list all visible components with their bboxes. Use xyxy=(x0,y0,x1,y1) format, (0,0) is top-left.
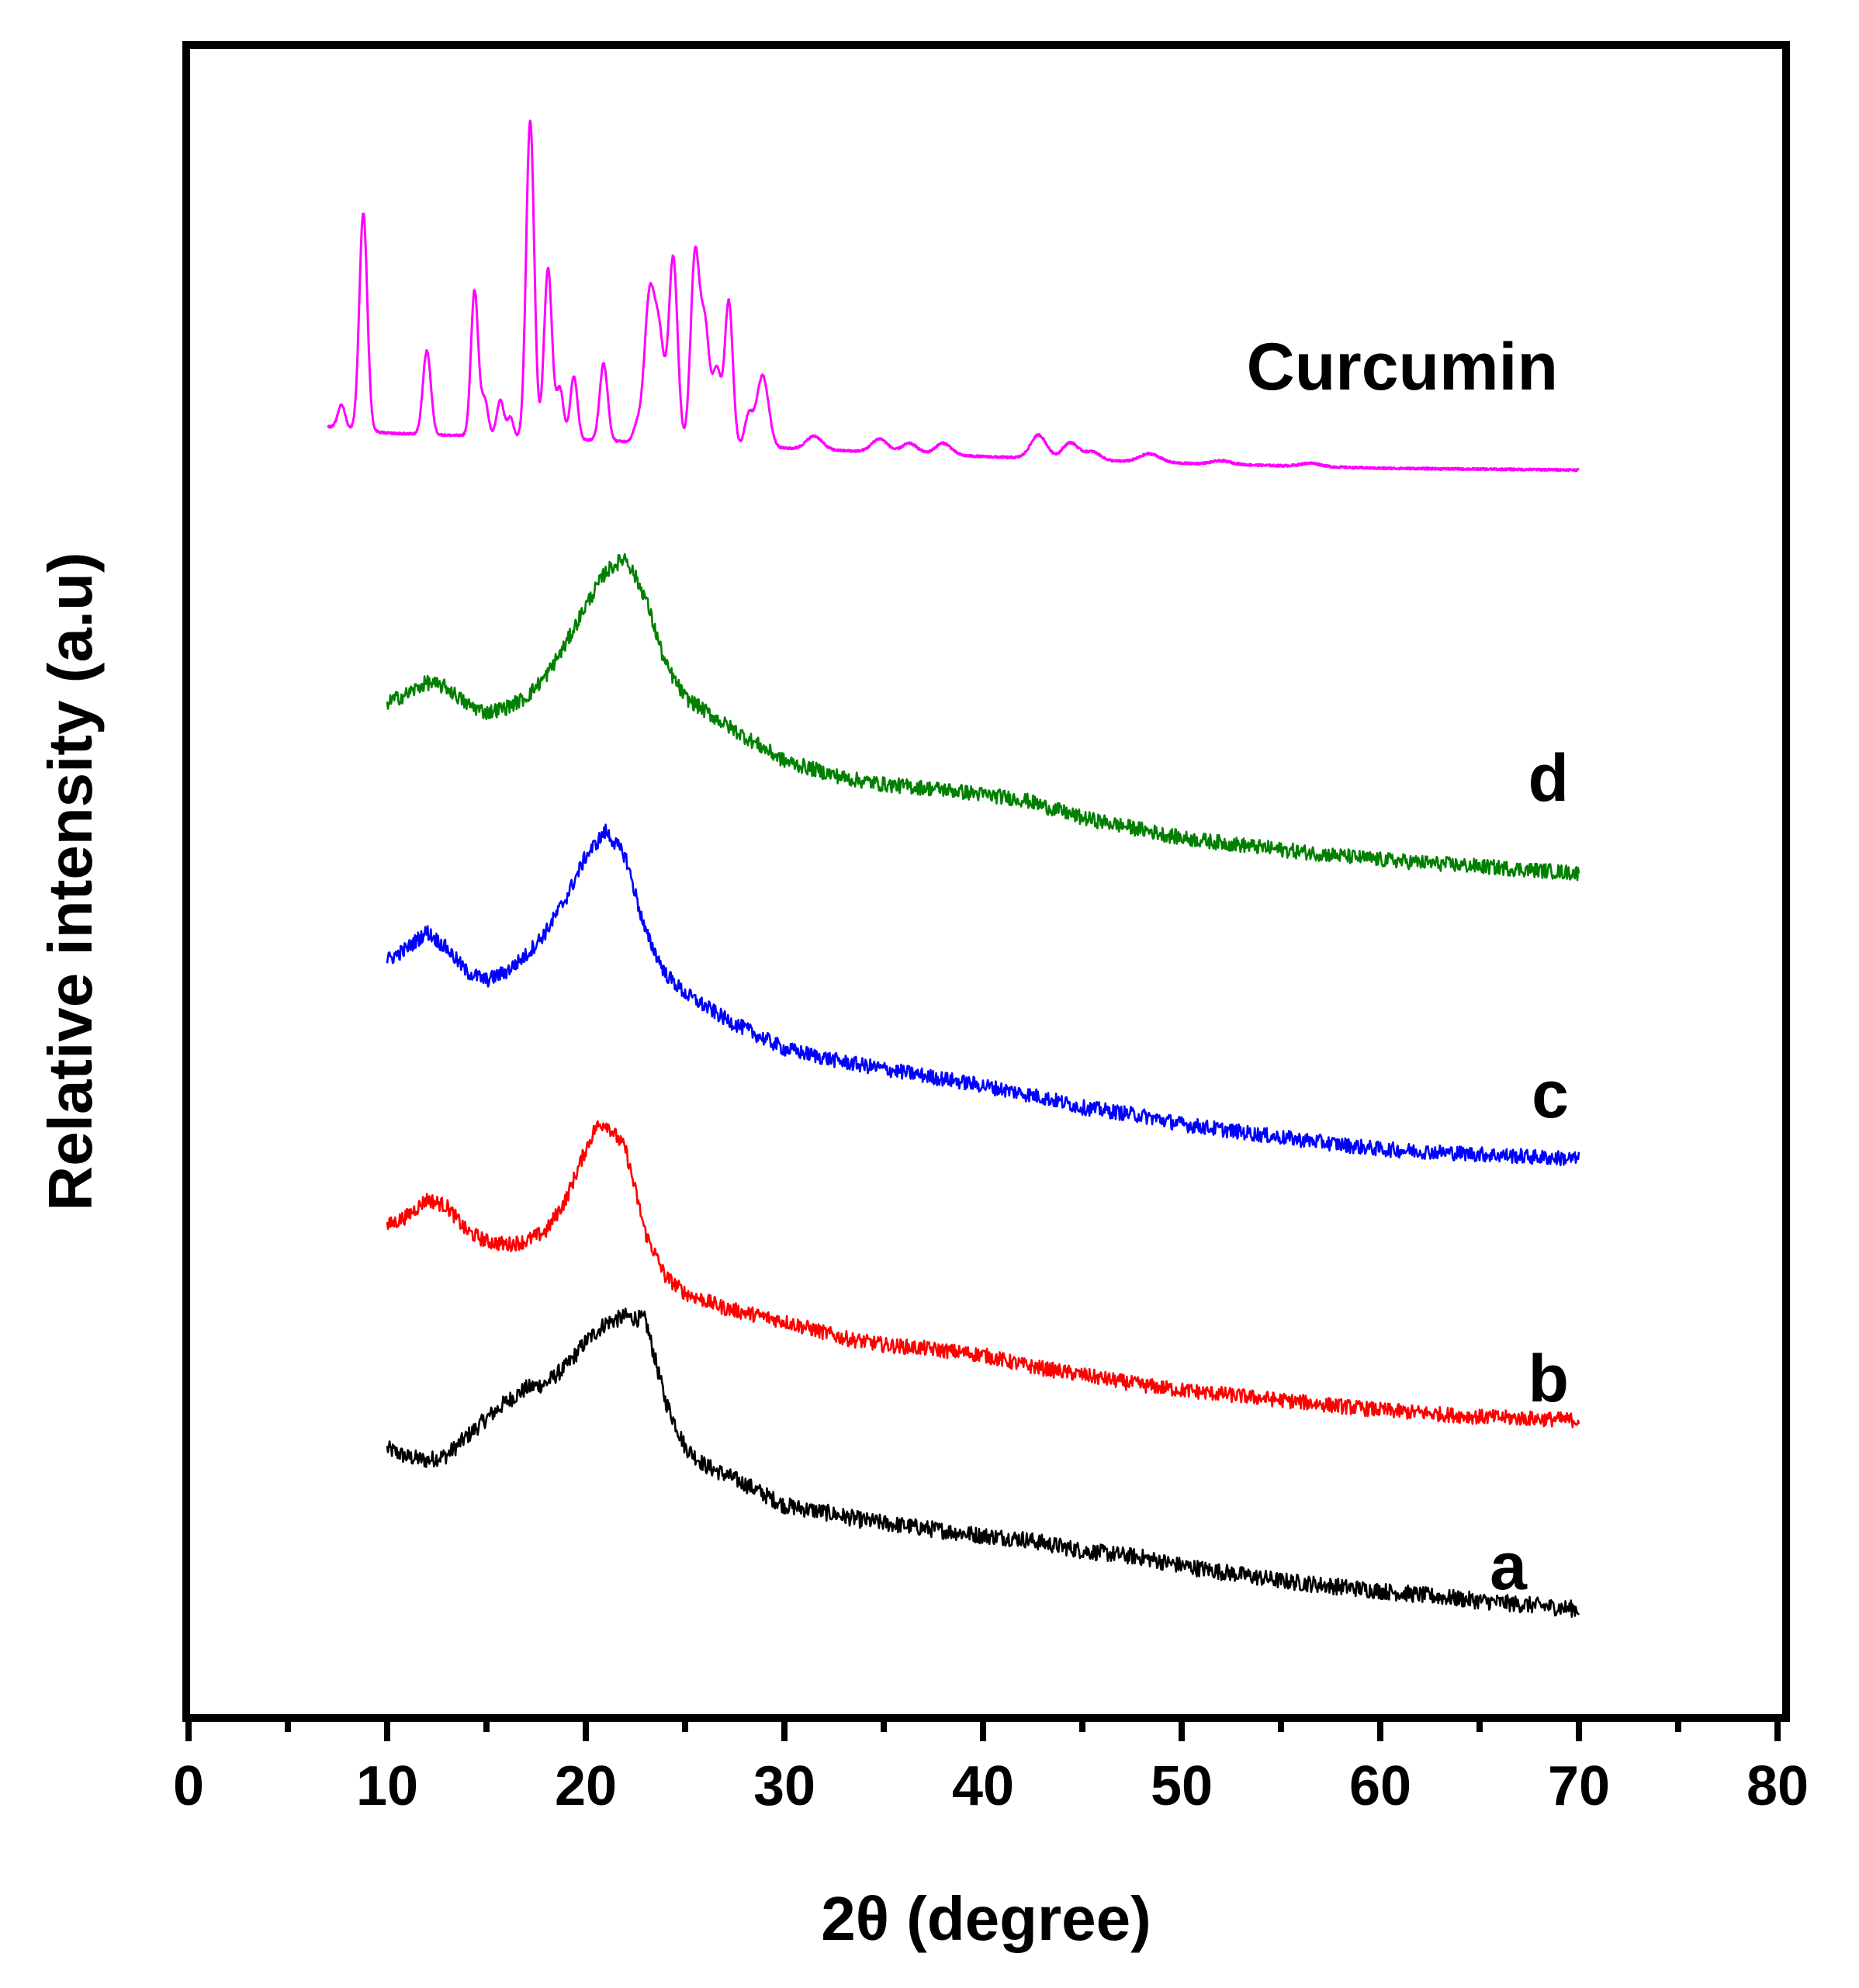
x-tick-label-20: 20 xyxy=(555,1755,617,1817)
series-line-d xyxy=(386,552,1580,881)
series-line-b xyxy=(386,1120,1580,1429)
x-tick-label-50: 50 xyxy=(1151,1755,1213,1817)
series-label-curcumin: Curcumin xyxy=(1247,330,1558,404)
series-line-c xyxy=(386,823,1580,1167)
x-tick-label-30: 30 xyxy=(753,1755,815,1817)
series-label-a: a xyxy=(1490,1529,1528,1604)
series-label-b: b xyxy=(1528,1342,1569,1416)
series-label-d: d xyxy=(1528,741,1569,816)
x-axis-title: 2θ (degree) xyxy=(821,1884,1151,1953)
x-tick-label-60: 60 xyxy=(1349,1755,1411,1817)
series-layer xyxy=(327,119,1580,1618)
x-tick-label-70: 70 xyxy=(1548,1755,1610,1817)
y-axis-title: Relative intensity (a.u) xyxy=(36,552,105,1210)
x-tick-label-10: 10 xyxy=(356,1755,418,1817)
plot-frame xyxy=(182,41,1790,1722)
series-line-a xyxy=(386,1307,1580,1618)
series-line-curcumin xyxy=(327,119,1580,473)
x-tick-label-0: 0 xyxy=(173,1755,204,1817)
x-tick-label-40: 40 xyxy=(952,1755,1014,1817)
series-label-c: c xyxy=(1532,1058,1569,1132)
x-tick-label-80: 80 xyxy=(1746,1755,1809,1817)
series-label-layer: a b c d Curcumin xyxy=(1247,330,1569,1604)
x-axis-ticks: 0 10 20 30 40 50 60 70 80 xyxy=(173,1718,1809,1817)
